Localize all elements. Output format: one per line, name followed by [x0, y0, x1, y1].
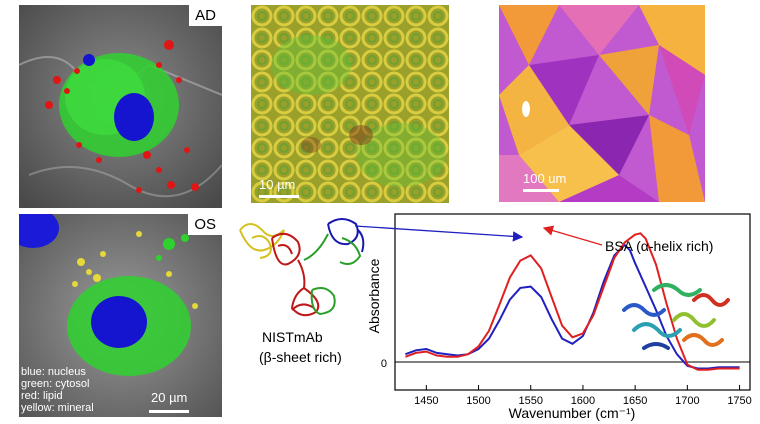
- os-color-legend: blue: nucleus green: cytosol red: lipid …: [21, 366, 94, 414]
- bsa-protein-structure: [622, 283, 730, 350]
- x-tick-label: 1750: [727, 395, 751, 407]
- os-cell-image: [19, 214, 222, 417]
- antibody-name-label: NISTmAb: [262, 329, 323, 345]
- x-tick-label: 1600: [571, 395, 595, 407]
- bsa-label: BSA (α-helix rich): [605, 238, 714, 254]
- legend-nucleus: blue: nucleus: [21, 366, 86, 378]
- x-tick-label: 1500: [466, 395, 490, 407]
- antibody-structure: [239, 218, 365, 317]
- legend-mineral: yellow: mineral: [21, 402, 94, 414]
- x-tick-group: 1450 1500 1550 1600 1650 1700 1750: [414, 385, 752, 407]
- os-scale-label: 20 µm: [151, 390, 188, 405]
- afm-crystal-panel: 100 um: [499, 5, 705, 202]
- optical-pattern-image: [251, 5, 449, 203]
- x-axis-label: Wavenumber (cm⁻¹): [509, 405, 636, 421]
- legend-lipid: red: lipid: [21, 390, 63, 402]
- ad-label: AD: [189, 5, 222, 26]
- optical-scale-label: 10 µm: [259, 177, 296, 192]
- x-tick-label: 1550: [518, 395, 542, 407]
- os-label: OS: [188, 214, 222, 235]
- x-tick-label: 1650: [623, 395, 647, 407]
- os-scale-bar: [149, 410, 189, 413]
- afm-scale-bar: [523, 189, 559, 192]
- ad-cell-image: [19, 5, 222, 208]
- y-tick-zero: 0: [381, 358, 387, 370]
- y-axis-label: Absorbance: [366, 258, 382, 333]
- optical-scale-bar: [259, 195, 299, 198]
- afm-crystal-image: [499, 5, 705, 202]
- afm-scale-label: 100 um: [523, 171, 567, 186]
- series-group: [405, 232, 740, 371]
- ad-cell-image-panel: AD: [19, 5, 222, 208]
- os-cell-image-panel: OS blue: nucleus green: cytosol red: lip…: [19, 214, 222, 417]
- x-tick-label: 1450: [414, 395, 438, 407]
- x-tick-label: 1700: [675, 395, 699, 407]
- optical-pattern-panel: 10 µm: [251, 5, 449, 203]
- legend-cytosol: green: cytosol: [21, 378, 90, 390]
- antibody-note-label: (β-sheet rich): [259, 349, 342, 365]
- bsa-spectrum-line: [405, 232, 740, 371]
